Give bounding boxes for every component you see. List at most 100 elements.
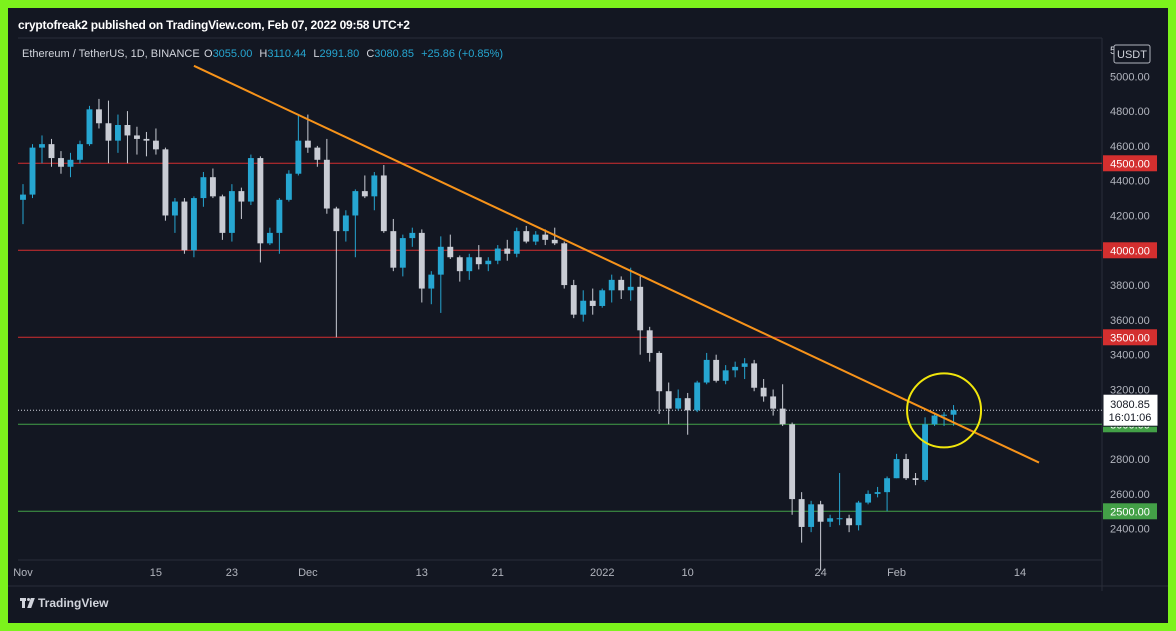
candle[interactable]: [684, 392, 691, 435]
candle[interactable]: [713, 354, 720, 383]
candle[interactable]: [418, 229, 425, 303]
candle[interactable]: [903, 453, 910, 480]
candle[interactable]: [304, 114, 311, 153]
candle[interactable]: [789, 422, 796, 515]
tradingview-logo[interactable]: TradingView: [20, 596, 108, 610]
candle[interactable]: [342, 210, 349, 242]
candle[interactable]: [817, 500, 824, 571]
candle[interactable]: [190, 196, 197, 258]
candle[interactable]: [361, 175, 368, 199]
candle[interactable]: [86, 105, 93, 146]
candle[interactable]: [608, 274, 615, 303]
candle[interactable]: [703, 352, 710, 385]
candle[interactable]: [494, 245, 501, 265]
candle[interactable]: [276, 198, 283, 254]
candle[interactable]: [295, 114, 302, 176]
candle[interactable]: [675, 389, 682, 411]
candle[interactable]: [732, 361, 739, 378]
candle[interactable]: [912, 473, 919, 486]
candle[interactable]: [504, 239, 511, 261]
candle[interactable]: [589, 288, 596, 315]
candle[interactable]: [77, 140, 83, 164]
candle[interactable]: [646, 326, 653, 362]
candle[interactable]: [542, 229, 549, 246]
candle[interactable]: [846, 514, 853, 533]
candle[interactable]: [124, 111, 131, 164]
candle[interactable]: [371, 171, 378, 211]
candle[interactable]: [409, 227, 416, 247]
highlight-circle[interactable]: [906, 372, 983, 449]
candle[interactable]: [741, 358, 748, 380]
candle[interactable]: [827, 514, 834, 527]
candle[interactable]: [314, 145, 321, 167]
candle[interactable]: [181, 198, 188, 254]
candle[interactable]: [656, 351, 663, 414]
price-chart[interactable]: 5000.00 4800.00 4600.00 4400.00 4200.00 3800.…: [8, 8, 1168, 623]
candle[interactable]: [58, 151, 64, 174]
candle[interactable]: [798, 492, 805, 543]
candle[interactable]: [513, 227, 520, 258]
candle[interactable]: [627, 267, 634, 301]
candle[interactable]: [475, 245, 482, 270]
candle[interactable]: [722, 365, 729, 385]
candle[interactable]: [428, 271, 435, 305]
currency-badge-box[interactable]: [1113, 44, 1151, 64]
candle[interactable]: [580, 290, 587, 322]
candle[interactable]: [485, 257, 492, 272]
candle[interactable]: [865, 490, 872, 505]
candle[interactable]: [228, 184, 235, 242]
candle[interactable]: [884, 476, 891, 512]
candle[interactable]: [209, 168, 216, 199]
candle[interactable]: [105, 100, 112, 164]
candle[interactable]: [39, 135, 45, 164]
candle[interactable]: [390, 218, 397, 272]
currency-badge[interactable]: USDT: [1117, 49, 1147, 61]
candle[interactable]: [48, 138, 55, 167]
candle[interactable]: [352, 189, 359, 258]
candle[interactable]: [751, 359, 758, 392]
candle[interactable]: [171, 198, 178, 233]
candle[interactable]: [20, 184, 26, 225]
candle[interactable]: [836, 473, 843, 526]
candle[interactable]: [855, 500, 862, 531]
candle[interactable]: [238, 187, 245, 219]
candle[interactable]: [200, 171, 207, 207]
candle[interactable]: [447, 234, 454, 259]
candle[interactable]: [922, 417, 929, 482]
candle[interactable]: [456, 255, 463, 282]
candle[interactable]: [285, 170, 292, 202]
candle[interactable]: [152, 128, 159, 155]
candle[interactable]: [779, 384, 786, 427]
candle[interactable]: [437, 236, 444, 313]
candle[interactable]: [219, 194, 226, 240]
candle[interactable]: [134, 126, 140, 155]
descending-trendline[interactable]: [193, 64, 1040, 464]
candle[interactable]: [466, 253, 473, 280]
candle[interactable]: [333, 206, 340, 338]
candle[interactable]: [523, 225, 530, 244]
candle[interactable]: [760, 379, 767, 402]
candle[interactable]: [143, 131, 150, 157]
candle[interactable]: [551, 227, 558, 246]
candle[interactable]: [599, 288, 606, 308]
candle[interactable]: [874, 486, 881, 498]
candle[interactable]: [162, 147, 169, 221]
candle[interactable]: [665, 382, 672, 425]
candle[interactable]: [931, 413, 938, 427]
candle[interactable]: [96, 98, 102, 129]
candle[interactable]: [380, 165, 387, 233]
candle[interactable]: [247, 154, 254, 206]
candle[interactable]: [399, 234, 406, 277]
candle[interactable]: [561, 241, 568, 289]
candle[interactable]: [770, 389, 777, 416]
candle[interactable]: [808, 500, 815, 533]
candle[interactable]: [266, 227, 273, 246]
candle[interactable]: [323, 138, 330, 214]
candle[interactable]: [570, 279, 577, 319]
candle[interactable]: [115, 114, 121, 153]
candle[interactable]: [532, 231, 539, 246]
candle[interactable]: [637, 276, 644, 355]
candle[interactable]: [257, 156, 264, 263]
candle[interactable]: [694, 380, 701, 413]
candle[interactable]: [618, 276, 625, 299]
